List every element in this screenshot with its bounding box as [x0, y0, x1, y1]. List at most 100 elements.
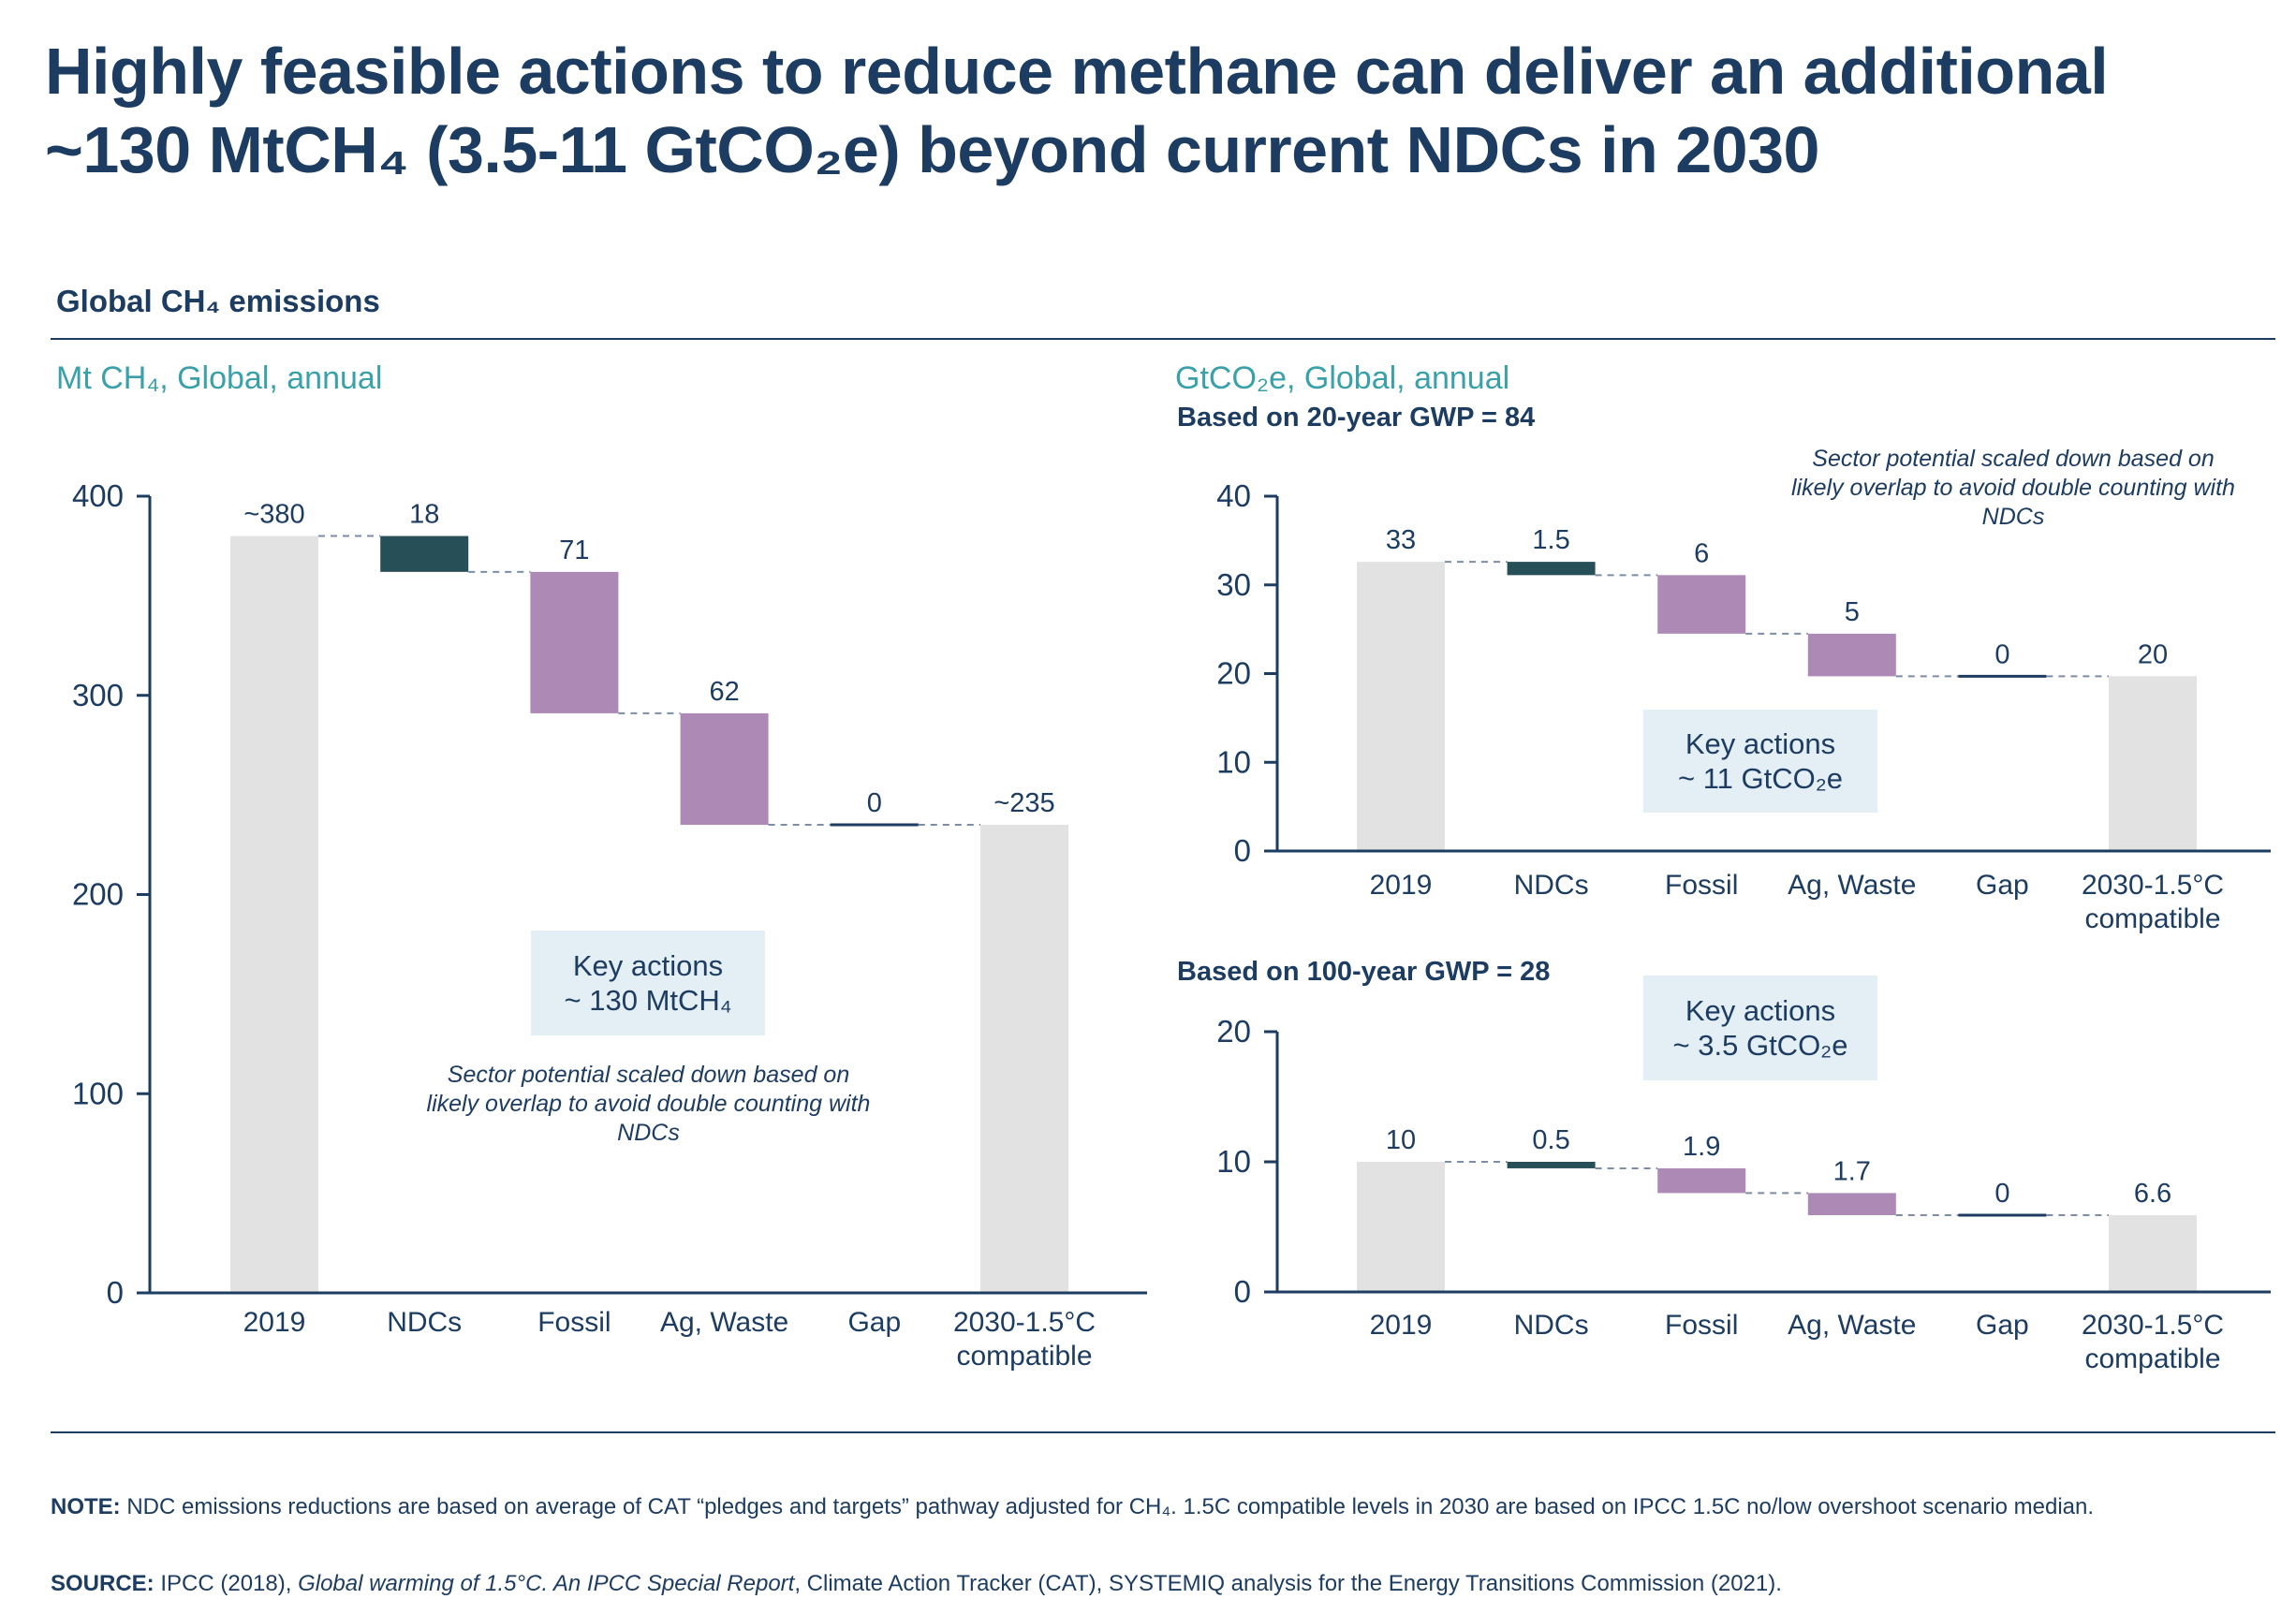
- x-category-label: Gap: [1976, 1310, 2029, 1341]
- data-label: 71: [559, 536, 589, 565]
- x-category-label: 2030-1.5°C: [2082, 870, 2224, 901]
- chart-right-top-waterfall: 0 10 20 30 40 33 2019 1.5 NDCs 6 Fossil 5 Ag, Waste 0…: [1216, 478, 2271, 934]
- bar-total: [2109, 676, 2197, 851]
- bar-ndcs: [1507, 1162, 1596, 1168]
- x-category-label: Ag, Waste: [1788, 1310, 1916, 1341]
- x-category-label: Ag, Waste: [660, 1307, 788, 1338]
- left-overlap-note: Sector potential scaled down based on li…: [426, 1062, 871, 1146]
- data-label: 1.7: [1833, 1156, 1871, 1186]
- data-label: 0: [1994, 639, 2009, 669]
- note-label: NOTE:: [51, 1494, 121, 1519]
- bar-sector: [1807, 1193, 1896, 1215]
- data-label: 33: [1386, 525, 1416, 555]
- bar-ndcs: [1507, 562, 1596, 576]
- right-bottom-key-actions-box: Key actions ~ 3.5 GtCO₂e: [1643, 976, 1877, 1080]
- bar-sector: [680, 712, 769, 826]
- y-tick-label: 40: [1216, 478, 1251, 513]
- right-unit-label: GtCO₂e, Global, annual: [1175, 360, 1510, 396]
- source-text-1: IPCC (2018),: [154, 1571, 299, 1596]
- y-tick-label: 20: [1216, 1014, 1251, 1049]
- right-bottom-key-actions-title: Key actions: [1685, 994, 1836, 1027]
- y-tick-label: 0: [1234, 1274, 1251, 1309]
- page-title: Highly feasible actions to reduce methan…: [45, 32, 2199, 189]
- x-category-label: 2030-1.5°C: [2082, 1310, 2224, 1341]
- data-label: ~235: [993, 788, 1054, 818]
- bar-total: [2109, 1214, 2197, 1292]
- right-bottom-subtitle: Based on 100-year GWP = 28: [1177, 957, 1551, 987]
- data-label: 0: [867, 788, 882, 818]
- data-label: 18: [409, 500, 439, 530]
- source-text-2: , Climate Action Tracker (CAT), SYSTEMIQ…: [794, 1571, 1782, 1596]
- source-label: SOURCE:: [51, 1571, 155, 1596]
- right-top-key-actions-title: Key actions: [1685, 727, 1836, 760]
- right-top-overlap-note: Sector potential scaled down based on li…: [1791, 446, 2235, 530]
- data-label: 6: [1694, 538, 1709, 568]
- x-category-label: compatible: [2084, 903, 2220, 934]
- x-category-label: NDCs: [1514, 870, 1589, 901]
- x-category-label: Fossil: [537, 1307, 611, 1338]
- x-category-label: Gap: [1976, 870, 2029, 901]
- title-line-1: Highly feasible actions to reduce methan…: [45, 35, 2109, 108]
- footer-divider: [51, 1431, 2275, 1433]
- bar-sector: [530, 571, 619, 713]
- y-tick-label: 100: [72, 1076, 124, 1110]
- y-tick-label: 0: [1234, 833, 1251, 868]
- right-top-subtitle: Based on 20-year GWP = 84: [1177, 403, 1536, 433]
- x-category-label: 2019: [243, 1307, 306, 1338]
- x-category-label: compatible: [2084, 1343, 2220, 1374]
- data-label: 0.5: [1532, 1125, 1569, 1155]
- y-tick-label: 300: [72, 678, 124, 712]
- x-category-label: Fossil: [1665, 870, 1738, 901]
- x-category-label: NDCs: [387, 1307, 462, 1338]
- title-line-2: ~130 MtCH₄ (3.5-11 GtCO₂e) beyond curren…: [45, 113, 1819, 186]
- left-key-actions-value: ~ 130 MtCH₄: [564, 984, 732, 1017]
- y-tick-label: 20: [1216, 656, 1251, 691]
- data-label: ~380: [243, 500, 304, 530]
- bar-total: [1357, 562, 1445, 851]
- chart-right-bottom-waterfall: 0 10 20 10 2019 0.5 NDCs 1.9 Fossil 1.7 Ag, Waste 0…: [1216, 1014, 2271, 1374]
- bar-sector: [1807, 633, 1896, 677]
- x-category-label: 2019: [1370, 1310, 1433, 1341]
- note-text: NDC emissions reductions are based on av…: [120, 1494, 2095, 1519]
- data-label: 10: [1386, 1125, 1416, 1155]
- x-category-label: Gap: [847, 1307, 901, 1338]
- bar-total: [230, 536, 318, 1293]
- data-label: 20: [2138, 639, 2168, 669]
- x-category-label: Ag, Waste: [1788, 870, 1916, 901]
- header-divider: [51, 338, 2275, 340]
- data-label: 1.9: [1683, 1132, 1720, 1162]
- data-label: 6.6: [2134, 1179, 2171, 1209]
- x-category-label: 2030-1.5°C: [953, 1307, 1096, 1338]
- section-label: Global CH₄ emissions: [56, 284, 380, 318]
- x-category-label: NDCs: [1514, 1310, 1589, 1341]
- bar-sector: [1657, 1167, 1746, 1194]
- y-tick-label: 200: [72, 877, 124, 912]
- source-text-italic: Global warming of 1.5°C. An IPCC Special…: [298, 1571, 795, 1596]
- left-key-actions-box: Key actions ~ 130 MtCH₄: [531, 931, 765, 1035]
- left-key-actions-title: Key actions: [572, 949, 724, 982]
- data-label: 62: [709, 677, 739, 707]
- data-label: 5: [1845, 597, 1860, 627]
- y-tick-label: 400: [72, 478, 124, 513]
- chart-left-waterfall: 0 100 200 300 400 ~380 2019 18 NDCs 71 Fossil 62 Ag,…: [72, 478, 1147, 1372]
- right-bottom-key-actions-value: ~ 3.5 GtCO₂e: [1672, 1029, 1848, 1062]
- data-label: 0: [1994, 1179, 2009, 1209]
- x-category-label: Fossil: [1665, 1310, 1738, 1341]
- right-top-key-actions-value: ~ 11 GtCO₂e: [1677, 762, 1843, 795]
- footnote-note: NOTE: NDC emissions reductions are based…: [51, 1492, 2232, 1522]
- left-unit-label: Mt CH₄, Global, annual: [56, 360, 383, 396]
- bar-total: [980, 825, 1068, 1293]
- bar-sector: [1657, 575, 1746, 634]
- bar-total: [1357, 1162, 1445, 1292]
- right-top-key-actions-box: Key actions ~ 11 GtCO₂e: [1643, 710, 1877, 813]
- footnote-source: SOURCE: IPCC (2018), Global warming of 1…: [51, 1569, 2232, 1599]
- y-tick-label: 0: [107, 1275, 124, 1310]
- x-category-label: compatible: [956, 1341, 1092, 1372]
- x-category-label: 2019: [1370, 870, 1433, 901]
- y-tick-label: 30: [1216, 567, 1251, 602]
- y-tick-label: 10: [1216, 744, 1251, 779]
- data-label: 1.5: [1532, 525, 1569, 555]
- bar-ndcs: [380, 536, 469, 572]
- y-tick-label: 10: [1216, 1144, 1251, 1179]
